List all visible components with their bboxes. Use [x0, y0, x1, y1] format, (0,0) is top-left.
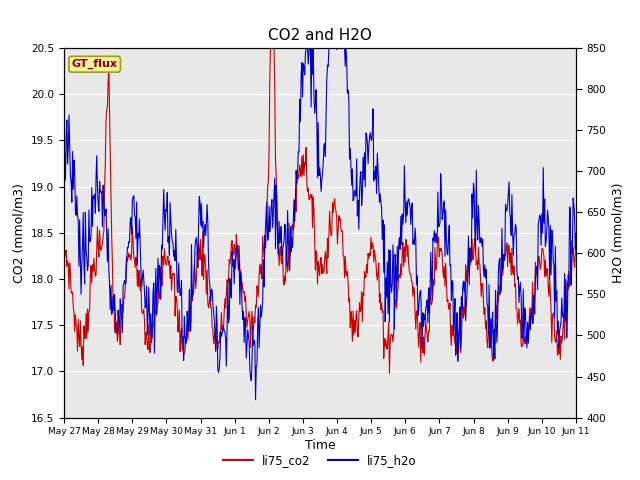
Title: CO2 and H2O: CO2 and H2O — [268, 28, 372, 43]
li75_h2o — [60, 183, 68, 189]
li75_co2 — [201, 252, 209, 258]
li75_co2 — [267, 45, 275, 51]
li75_co2 — [69, 304, 77, 310]
Line: li75_co2: li75_co2 — [64, 48, 576, 373]
li75_h2o — [252, 397, 259, 403]
li75_h2o — [201, 222, 209, 228]
li75_h2o — [572, 230, 580, 236]
li75_h2o — [122, 281, 130, 287]
li75_co2 — [174, 329, 182, 335]
li75_h2o — [303, 45, 310, 51]
Line: li75_h2o: li75_h2o — [64, 48, 576, 400]
li75_co2 — [122, 262, 130, 268]
li75_co2 — [385, 371, 393, 376]
li75_co2 — [399, 246, 406, 252]
Legend: li75_co2, li75_h2o: li75_co2, li75_h2o — [218, 449, 422, 472]
Text: GT_flux: GT_flux — [72, 59, 118, 69]
li75_h2o — [174, 289, 182, 295]
X-axis label: Time: Time — [305, 439, 335, 452]
Y-axis label: H2O (mmol/m3): H2O (mmol/m3) — [612, 182, 625, 283]
li75_co2 — [383, 346, 390, 351]
li75_h2o — [399, 211, 406, 217]
li75_h2o — [69, 187, 77, 192]
li75_co2 — [572, 232, 580, 238]
Y-axis label: CO2 (mmol/m3): CO2 (mmol/m3) — [12, 183, 26, 283]
li75_h2o — [383, 259, 391, 265]
li75_co2 — [60, 229, 68, 235]
